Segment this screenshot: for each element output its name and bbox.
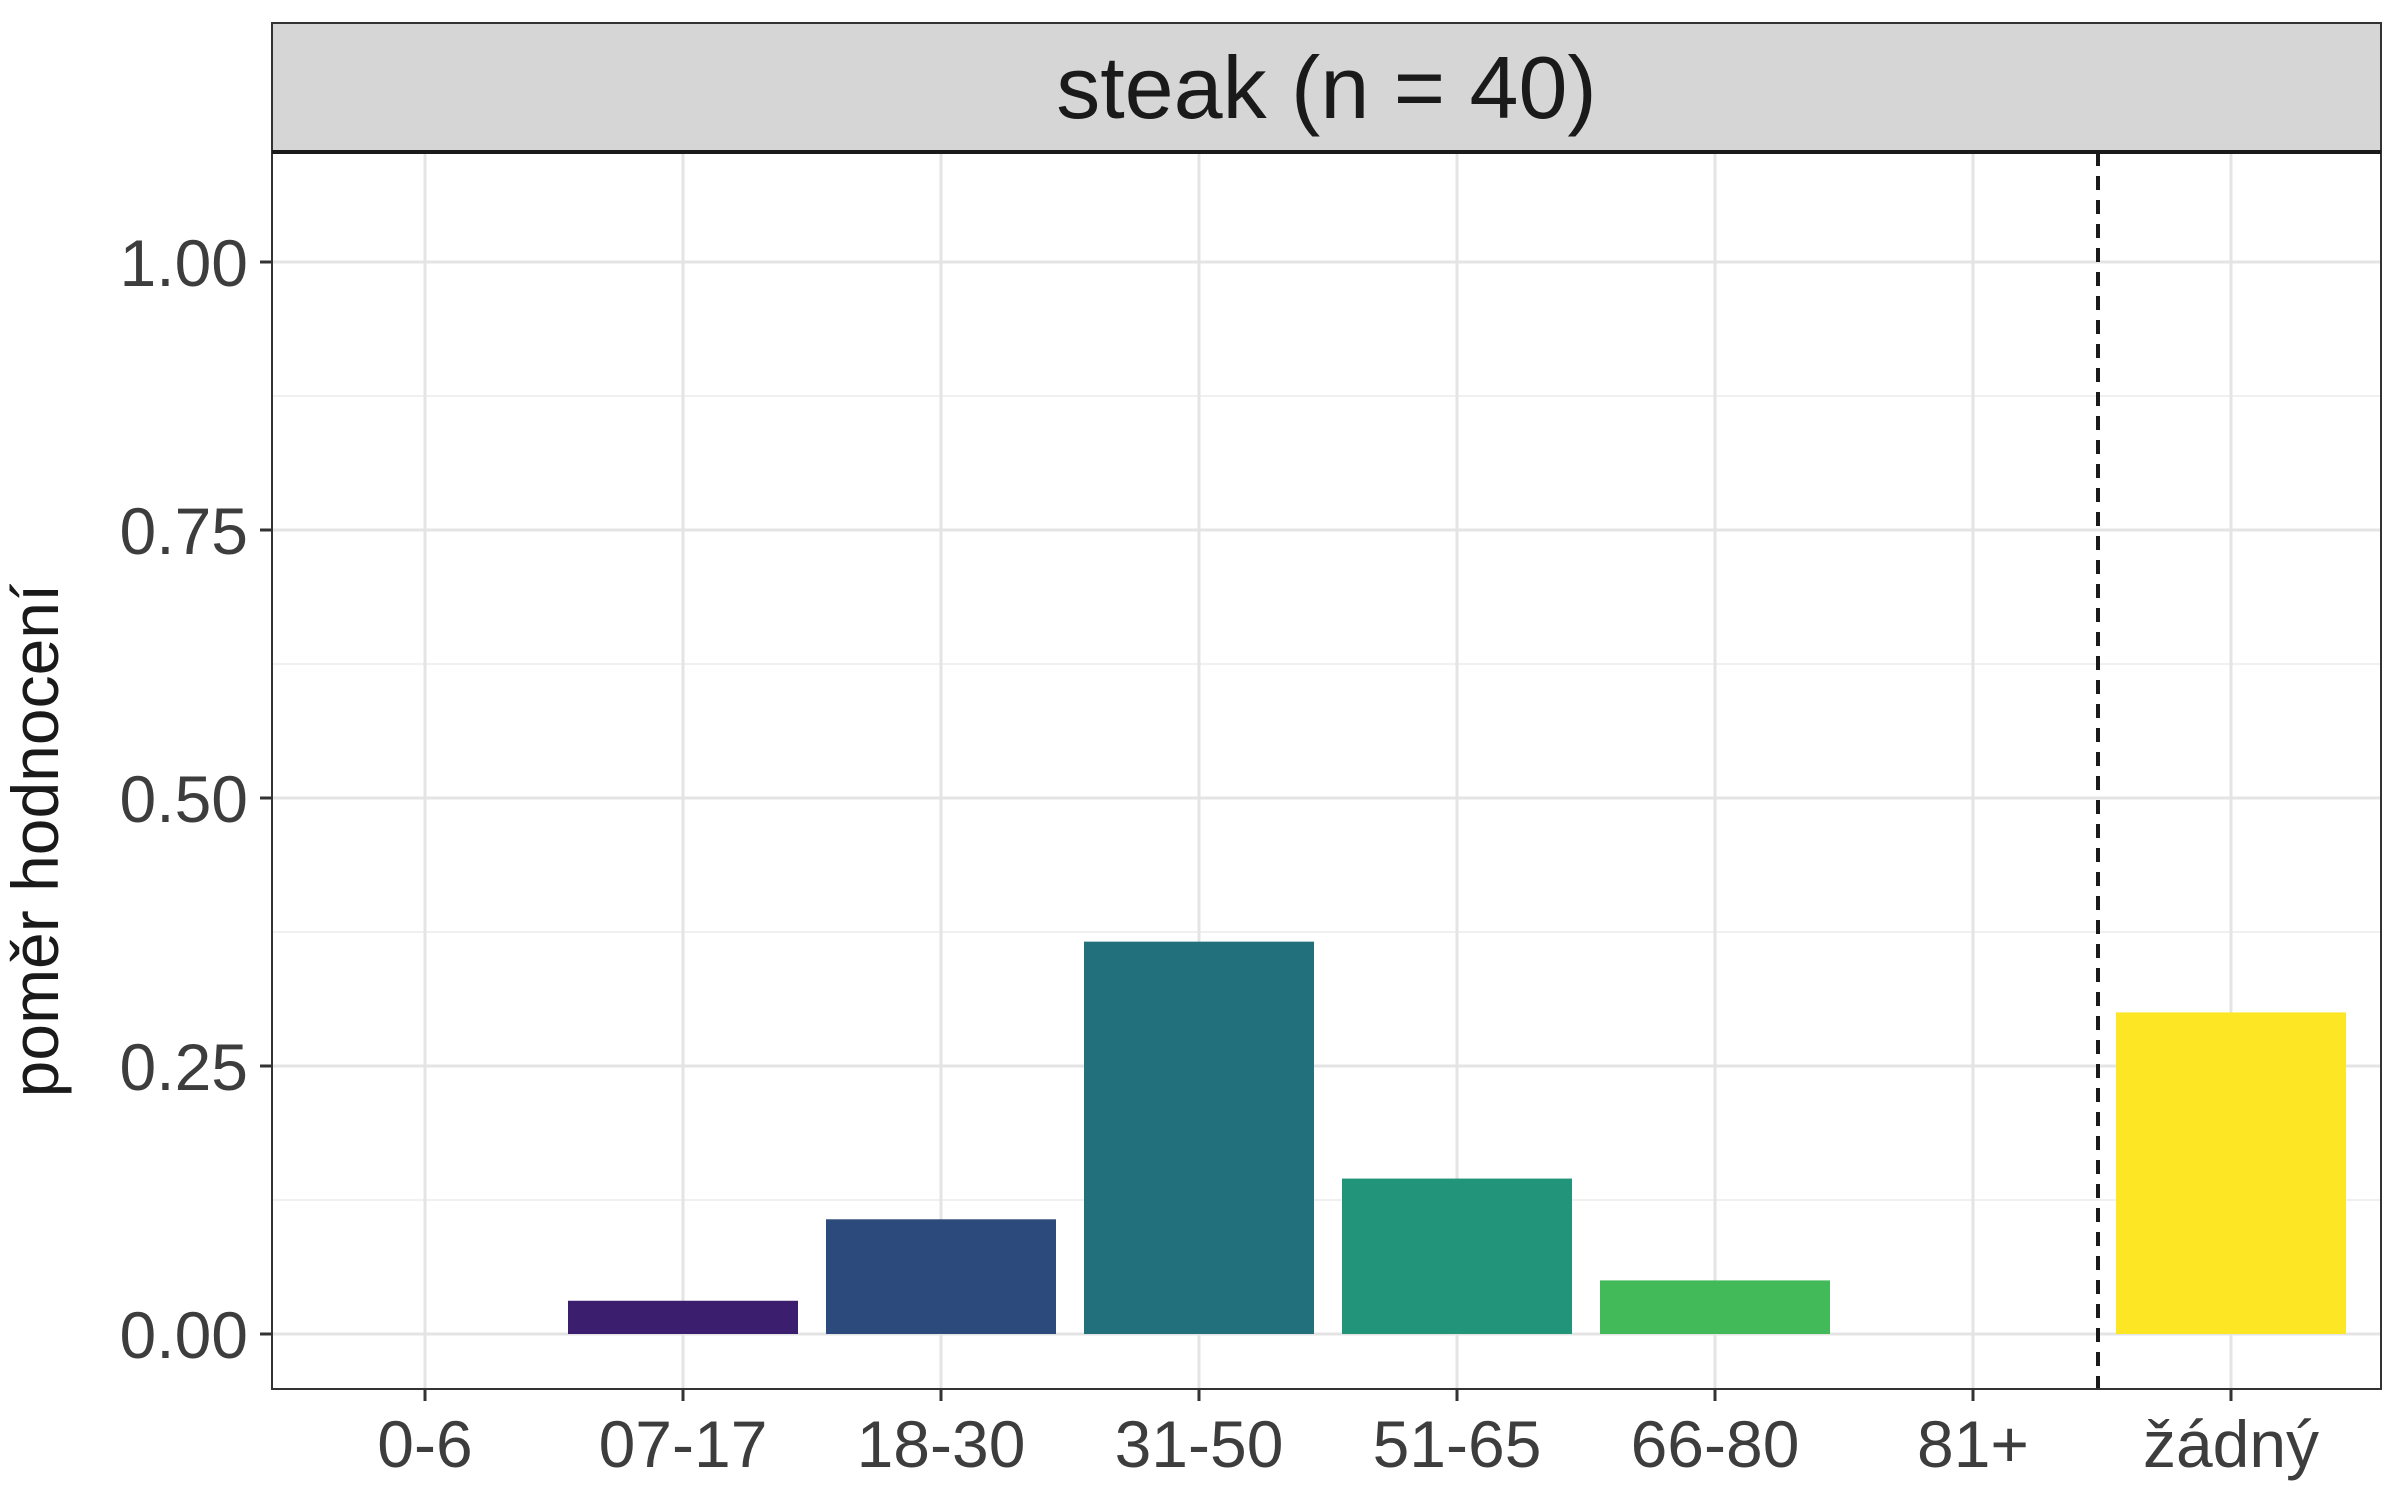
y-axis-label: poměr hodnocení xyxy=(0,583,72,1097)
x-tick-label: 0-6 xyxy=(377,1407,472,1481)
x-tick-label: 31-50 xyxy=(1115,1407,1284,1481)
bar-žádný xyxy=(2116,1012,2346,1334)
grid-major xyxy=(272,152,2381,1389)
x-tick-label: 51-65 xyxy=(1373,1407,1542,1481)
y-tick-label: 0.00 xyxy=(120,1298,248,1372)
y-tick-label: 0.25 xyxy=(120,1030,248,1104)
bar-51-65 xyxy=(1342,1178,1572,1334)
bars xyxy=(568,941,2346,1334)
x-tick-label: 07-17 xyxy=(599,1407,768,1481)
bar-07-17 xyxy=(568,1300,798,1334)
grid-minor xyxy=(272,395,2381,1201)
y-tick-label: 0.50 xyxy=(120,762,248,836)
bar-31-50 xyxy=(1084,941,1314,1334)
x-tick-label: žádný xyxy=(2143,1407,2319,1481)
y-axis: 0.00 0.25 0.50 0.75 1.00 xyxy=(120,226,272,1372)
x-axis: 0-6 07-17 18-30 31-50 51-65 66-80 81+ žádný xyxy=(377,1389,2319,1481)
x-tick-label: 18-30 xyxy=(857,1407,1026,1481)
bar-66-80 xyxy=(1600,1280,1830,1334)
facet-strip xyxy=(271,22,2382,153)
x-tick-label: 66-80 xyxy=(1631,1407,1800,1481)
y-tick-label: 1.00 xyxy=(120,226,248,300)
facet-title: steak (n = 40) xyxy=(1056,38,1597,137)
bar-18-30 xyxy=(826,1219,1056,1334)
x-tick-label: 81+ xyxy=(1917,1407,2029,1481)
y-tick-label: 0.75 xyxy=(120,494,248,568)
